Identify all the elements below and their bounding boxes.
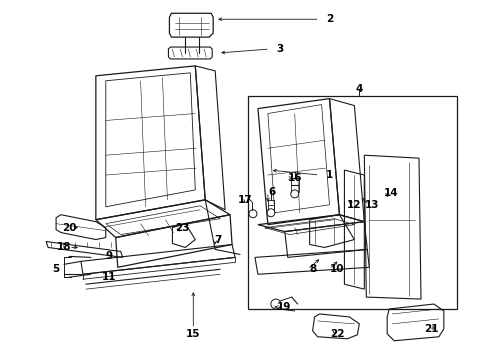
Text: 19: 19 — [276, 302, 291, 312]
Text: 7: 7 — [215, 234, 222, 244]
Text: 23: 23 — [175, 222, 190, 233]
Text: 6: 6 — [268, 187, 275, 197]
Text: 8: 8 — [309, 264, 316, 274]
Text: 22: 22 — [330, 329, 345, 339]
Text: 9: 9 — [105, 251, 112, 261]
Text: 5: 5 — [52, 264, 60, 274]
Bar — [248, 96, 457, 309]
Text: 3: 3 — [276, 44, 283, 54]
Text: 20: 20 — [62, 222, 76, 233]
Text: 13: 13 — [365, 200, 380, 210]
Text: 11: 11 — [101, 272, 116, 282]
Text: 4: 4 — [356, 84, 363, 94]
Text: 17: 17 — [238, 195, 252, 205]
Text: 18: 18 — [57, 243, 71, 252]
Text: 14: 14 — [384, 188, 398, 198]
Text: 2: 2 — [326, 14, 333, 24]
Text: 21: 21 — [424, 324, 438, 334]
Text: 10: 10 — [330, 264, 345, 274]
Text: 1: 1 — [326, 170, 333, 180]
Text: 16: 16 — [288, 173, 302, 183]
Text: 12: 12 — [347, 200, 362, 210]
Text: 15: 15 — [186, 329, 200, 339]
